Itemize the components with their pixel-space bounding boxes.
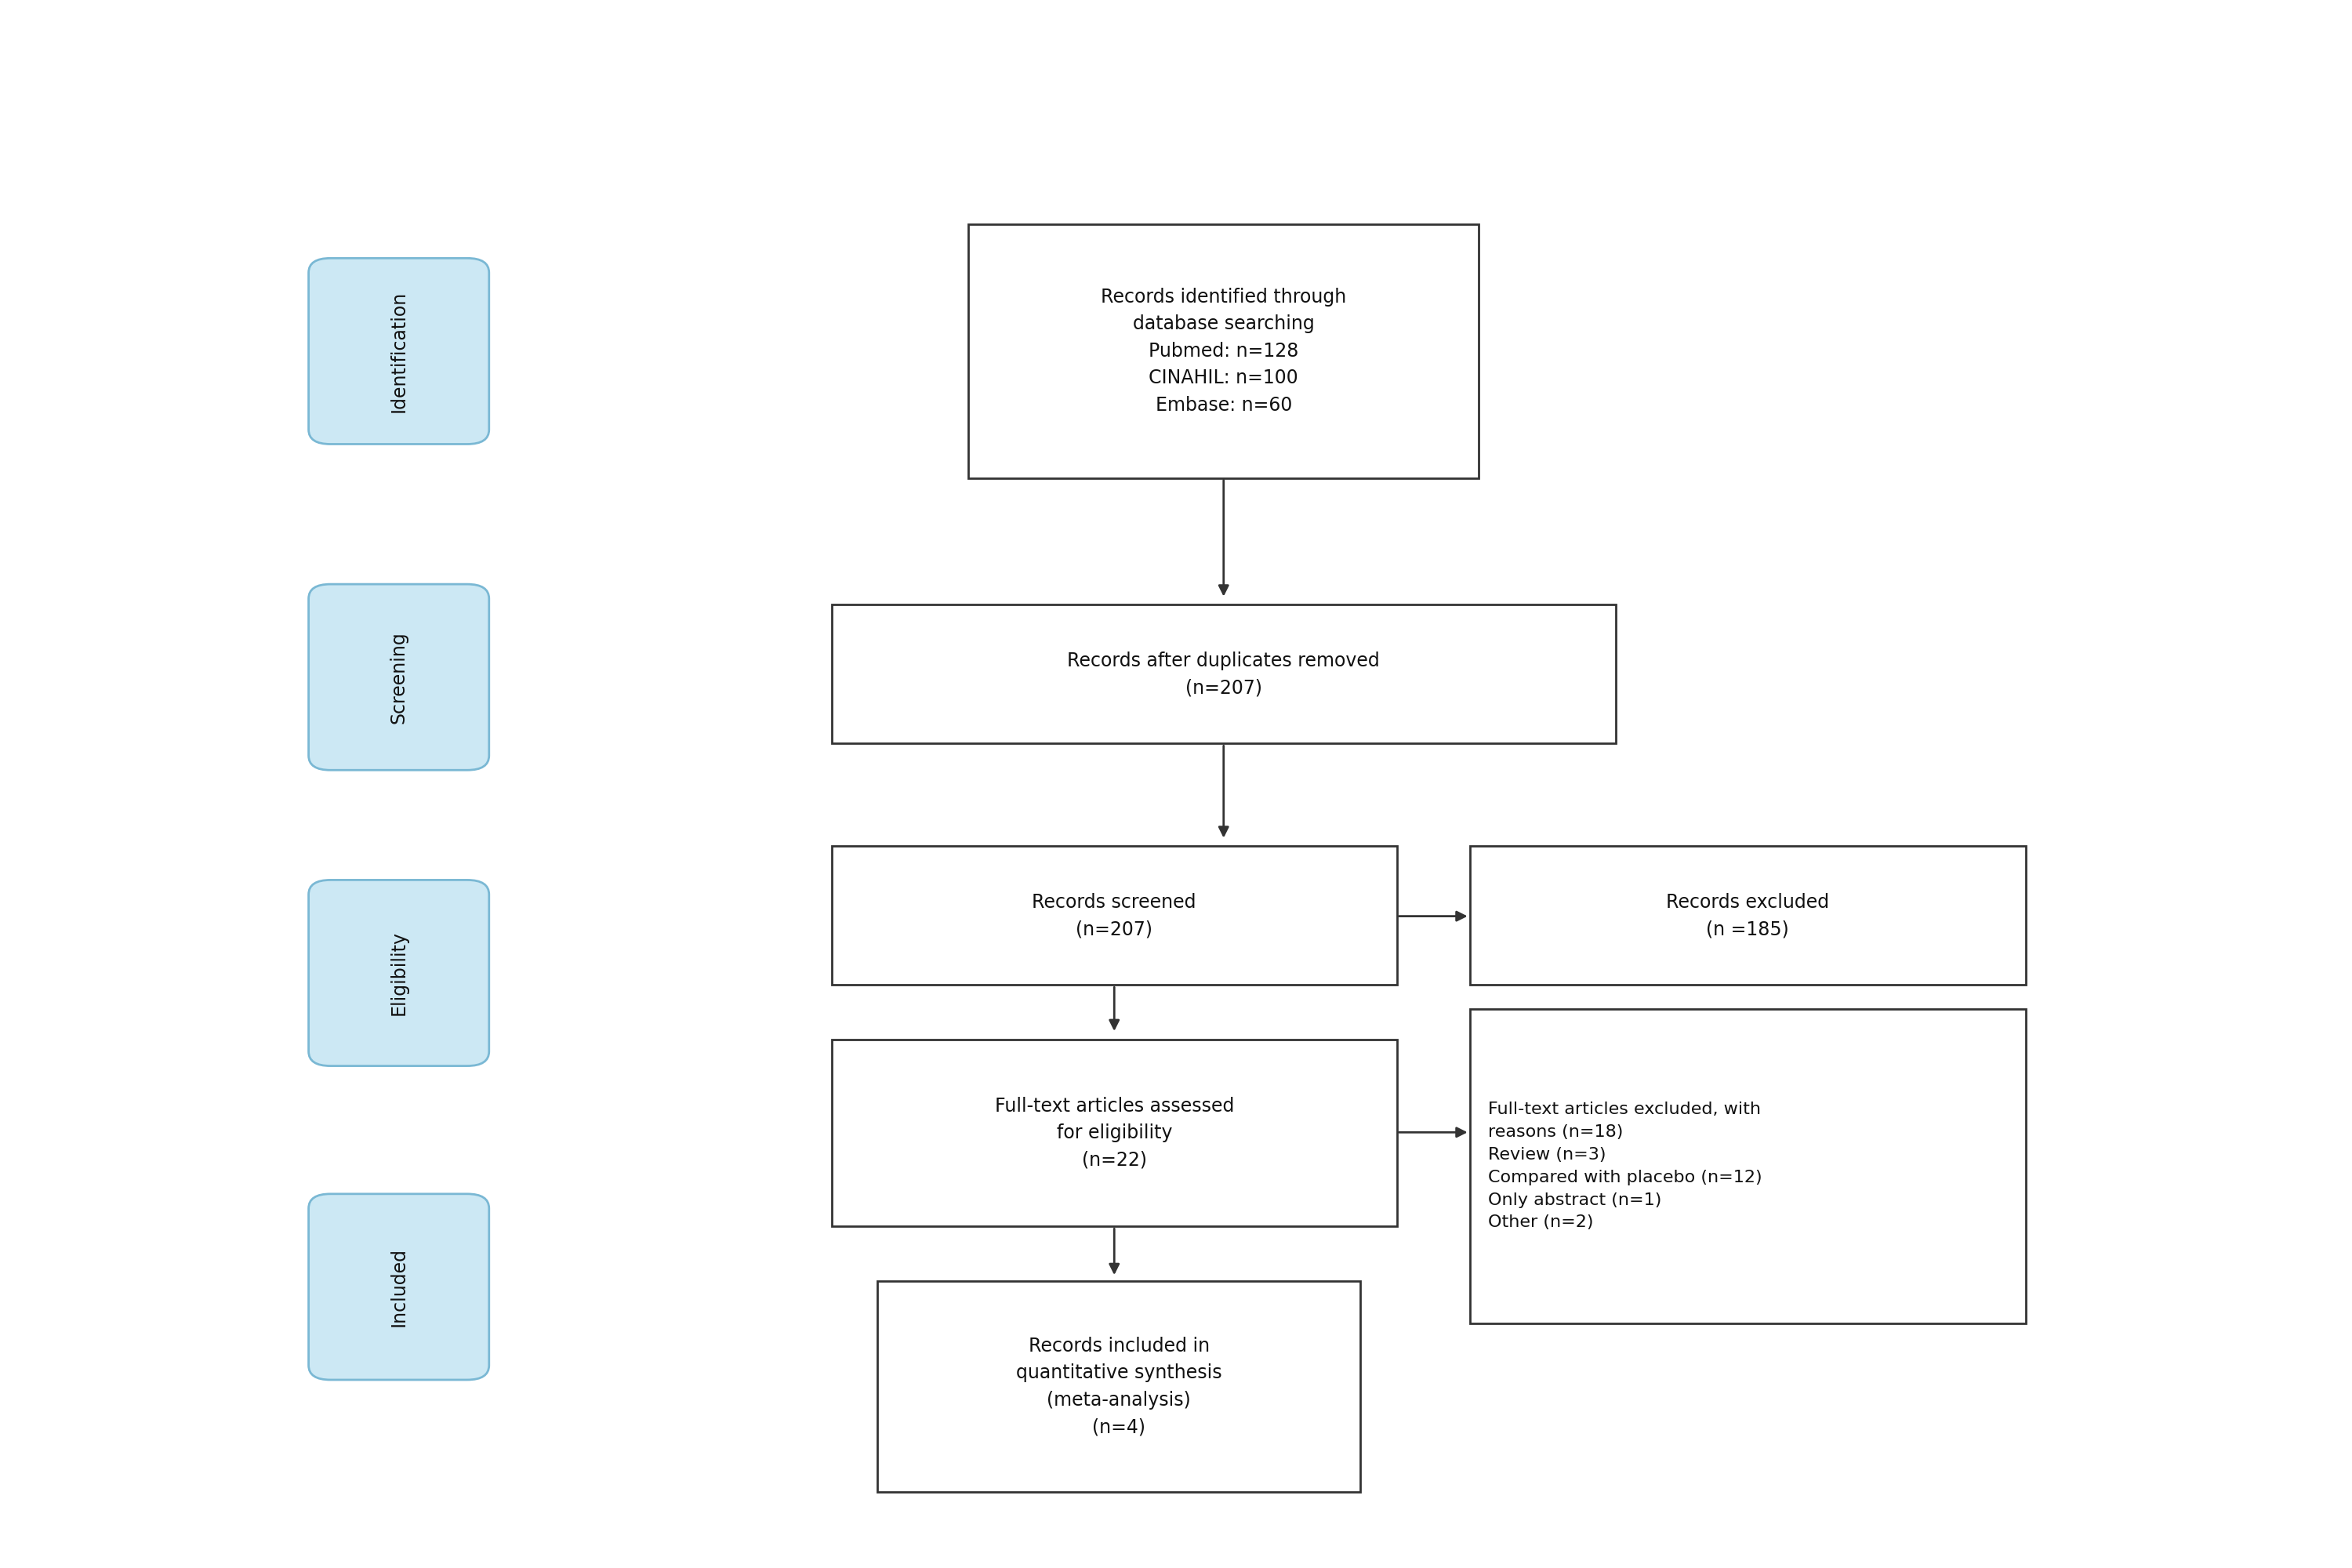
- FancyBboxPatch shape: [833, 847, 1397, 985]
- FancyBboxPatch shape: [969, 224, 1479, 478]
- FancyBboxPatch shape: [308, 1193, 489, 1380]
- FancyBboxPatch shape: [833, 1040, 1397, 1226]
- Text: Records screened
(n=207): Records screened (n=207): [1033, 892, 1197, 939]
- Text: Screening: Screening: [390, 630, 409, 723]
- FancyBboxPatch shape: [833, 605, 1616, 743]
- FancyBboxPatch shape: [308, 259, 489, 444]
- Text: Records after duplicates removed
(n=207): Records after duplicates removed (n=207): [1068, 651, 1381, 698]
- FancyBboxPatch shape: [308, 585, 489, 770]
- Text: Included: Included: [390, 1247, 409, 1327]
- Text: Full-text articles excluded, with
reasons (n=18)
Review (n=3)
Compared with plac: Full-text articles excluded, with reason…: [1489, 1102, 1762, 1231]
- FancyBboxPatch shape: [1470, 847, 2025, 985]
- Text: Identification: Identification: [390, 290, 409, 412]
- Text: Eligibility: Eligibility: [390, 930, 409, 1016]
- FancyBboxPatch shape: [877, 1281, 1359, 1493]
- Text: Records identified through
database searching
Pubmed: n=128
CINAHIL: n=100
Embas: Records identified through database sear…: [1101, 289, 1345, 414]
- Text: Records included in
quantitative synthesis
(meta-analysis)
(n=4): Records included in quantitative synthes…: [1016, 1336, 1221, 1436]
- Text: Full-text articles assessed
for eligibility
(n=22): Full-text articles assessed for eligibil…: [995, 1096, 1235, 1170]
- FancyBboxPatch shape: [308, 880, 489, 1066]
- Text: Records excluded
(n =185): Records excluded (n =185): [1665, 892, 1830, 939]
- FancyBboxPatch shape: [1470, 1010, 2025, 1323]
